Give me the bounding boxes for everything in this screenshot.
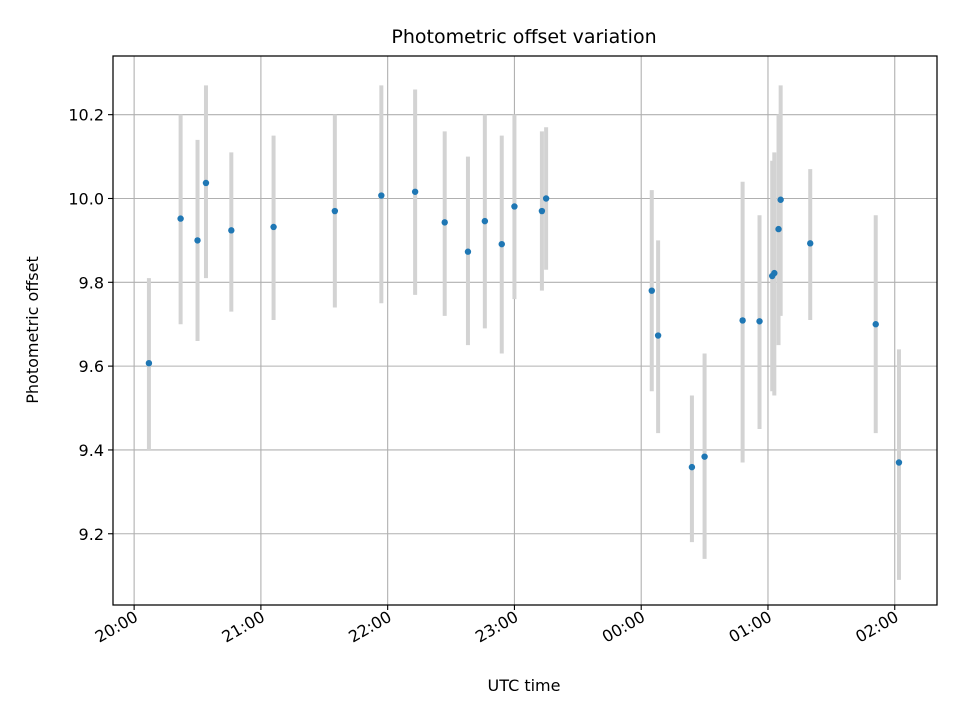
data-point [498,240,505,248]
plot-frame [112,55,938,606]
chart-title: Photometric offset variation [391,26,656,48]
data-point [177,215,184,222]
x-tick-label: 01:00 [726,607,775,647]
x-tick-label: 22:00 [345,607,394,647]
data-point [807,240,814,247]
data-point [511,203,518,210]
data-point [202,179,210,187]
data-point [775,225,782,233]
data-point [194,237,201,244]
data-point [654,332,662,339]
x-tick-label: 23:00 [472,607,521,647]
data-point [777,196,784,203]
data-point [481,217,489,225]
y-tick-label: 9.8 [79,273,104,292]
x-tick-label: 21:00 [218,607,267,647]
grid-layer [113,56,937,605]
y-tick-label: 9.6 [79,357,104,376]
data-point [441,219,448,226]
y-tick-label: 10.0 [68,189,104,208]
point-layer [145,179,903,471]
data-point [739,317,746,324]
data-point [464,248,472,255]
data-point [538,207,546,215]
x-axis-label: UTC time [488,676,561,695]
data-point [895,459,903,466]
data-point [270,223,277,231]
data-point [648,287,655,294]
data-point [756,318,763,325]
y-axis-ticks: 9.2 9.4 9.6 9.8 10.0 10.2 [68,106,113,544]
x-tick-label: 02:00 [852,607,901,647]
data-point [331,207,339,215]
data-point [542,195,550,202]
y-tick-label: 9.4 [79,441,104,460]
data-point [701,453,708,460]
y-axis-label: Photometric offset [23,256,42,404]
x-tick-label: 20:00 [92,607,141,647]
data-point [378,192,385,199]
x-tick-label: 00:00 [599,607,648,647]
data-point [228,227,235,234]
y-tick-label: 10.2 [68,106,104,125]
data-point [688,463,696,471]
x-axis-ticks: 20:00 21:00 22:00 23:00 00:00 01:00 02:00 [92,605,902,647]
data-point [145,359,153,367]
data-point [872,321,879,328]
y-tick-label: 9.2 [79,525,104,544]
data-point [411,188,419,195]
data-point [771,269,778,277]
